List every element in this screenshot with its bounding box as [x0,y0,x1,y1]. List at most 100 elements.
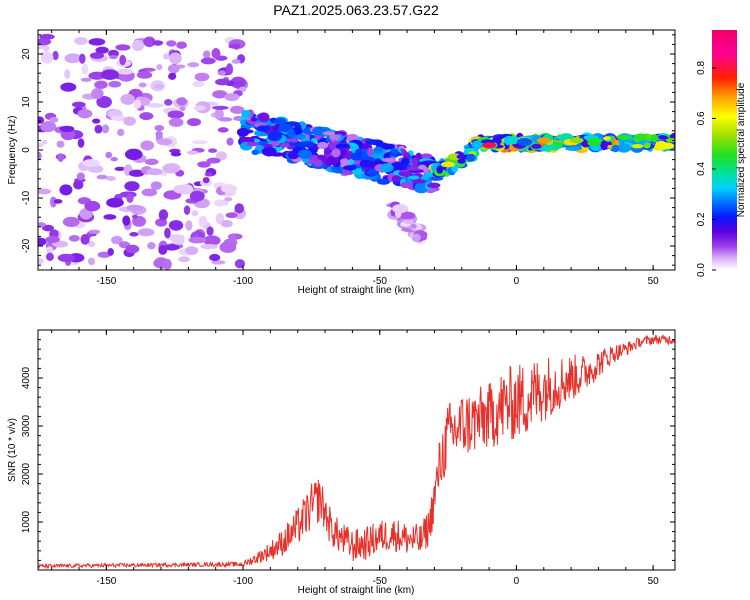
heat-cell [665,137,675,143]
heat-cell [80,77,92,82]
heat-cell [331,148,341,158]
spectrogram-xtick-label: -50 [373,276,388,287]
heat-cell [84,200,101,212]
heat-cell [158,245,168,255]
heat-cell [214,199,225,207]
heat-cell [234,259,245,269]
heat-cell [136,71,153,79]
heat-cell [109,55,118,60]
heat-cell [354,148,363,159]
heat-cell [164,244,180,251]
heat-cell [225,212,238,219]
heat-cell [53,199,63,204]
heat-cell [317,141,329,150]
heat-cell [600,140,608,151]
heat-cell [192,80,205,88]
heat-cell [147,241,156,250]
heat-cell [202,50,211,59]
heat-cell [509,135,519,145]
heat-cell [154,124,165,132]
heat-cell [400,181,412,189]
snr-xtick-label: 50 [648,576,660,587]
heat-cell [143,36,156,48]
heat-cell [328,140,335,151]
snr-xtick-label: -100 [233,576,253,587]
heat-cell [256,125,270,132]
heat-cell [225,63,233,76]
snr-xtick-label: -50 [373,576,388,587]
heat-cell [553,143,562,148]
heat-cell [376,178,391,185]
heat-cell [335,143,350,149]
heat-cell [194,72,210,82]
heat-cell [156,64,163,71]
heat-cell [176,97,188,106]
spectrogram-ytick-label: -20 [21,238,32,253]
heat-cell [287,150,300,160]
spectrogram-ytick-label: 10 [21,96,32,108]
heat-cell [214,108,224,121]
heat-cell [52,50,59,61]
heat-cell [214,78,230,86]
heat-cell [456,154,465,159]
heat-cell [228,233,237,242]
colorbar-tick-label: 0.4 [696,162,707,176]
snr-xtick-label: -150 [96,576,116,587]
heat-cell [220,219,233,228]
heat-cell [603,136,611,141]
heat-cell [81,63,89,75]
heat-cell [77,138,85,148]
heat-cell [407,175,420,180]
spectrogram-ytick-label: -10 [21,190,32,205]
heat-cell [287,128,296,138]
heat-cell [120,93,136,105]
heat-cell [447,153,462,161]
heat-cell [138,82,147,88]
heat-cell [297,149,313,159]
heat-cell [418,164,427,170]
heat-cell [74,36,88,46]
heat-cell [401,157,410,167]
heat-cell [76,172,85,181]
snr-xlabel: Height of straight line (km) [298,585,415,596]
heat-cell [38,188,52,195]
heat-cell [123,116,136,126]
spectrogram-ytick-label: 20 [21,48,32,60]
heat-cell [46,252,54,262]
heat-cell [188,236,207,244]
heat-cell [59,184,73,196]
heat-cell [420,153,433,159]
heat-cell [119,54,127,66]
heat-cell [294,141,310,148]
heat-cell [166,40,177,47]
heat-cell [203,235,221,246]
heat-cell [42,224,54,232]
heat-cell [250,117,258,122]
heat-cell [187,62,200,68]
heat-cell [77,108,93,119]
colorbar-tick-label: 0.8 [696,61,707,75]
colorbar-label: Normalized spectral amplitude [736,82,747,217]
heat-cell [173,184,189,194]
heat-cell [92,118,101,124]
heat-cell [38,237,47,247]
heat-cell [421,174,431,180]
heat-cell [198,215,208,228]
heat-cell [322,131,336,136]
heat-cell [45,246,54,254]
heat-cell [94,124,103,134]
heat-cell [103,214,117,220]
heat-cell [366,147,374,157]
heat-cell [436,165,444,174]
heat-cell [111,115,127,121]
heat-cell [40,51,50,57]
heat-cell [400,211,416,220]
heat-cell [212,105,229,110]
heat-cell [187,150,199,155]
heat-cell [466,153,476,162]
heat-cell [429,176,444,181]
heat-cell [64,69,71,80]
heat-cell [176,41,187,49]
